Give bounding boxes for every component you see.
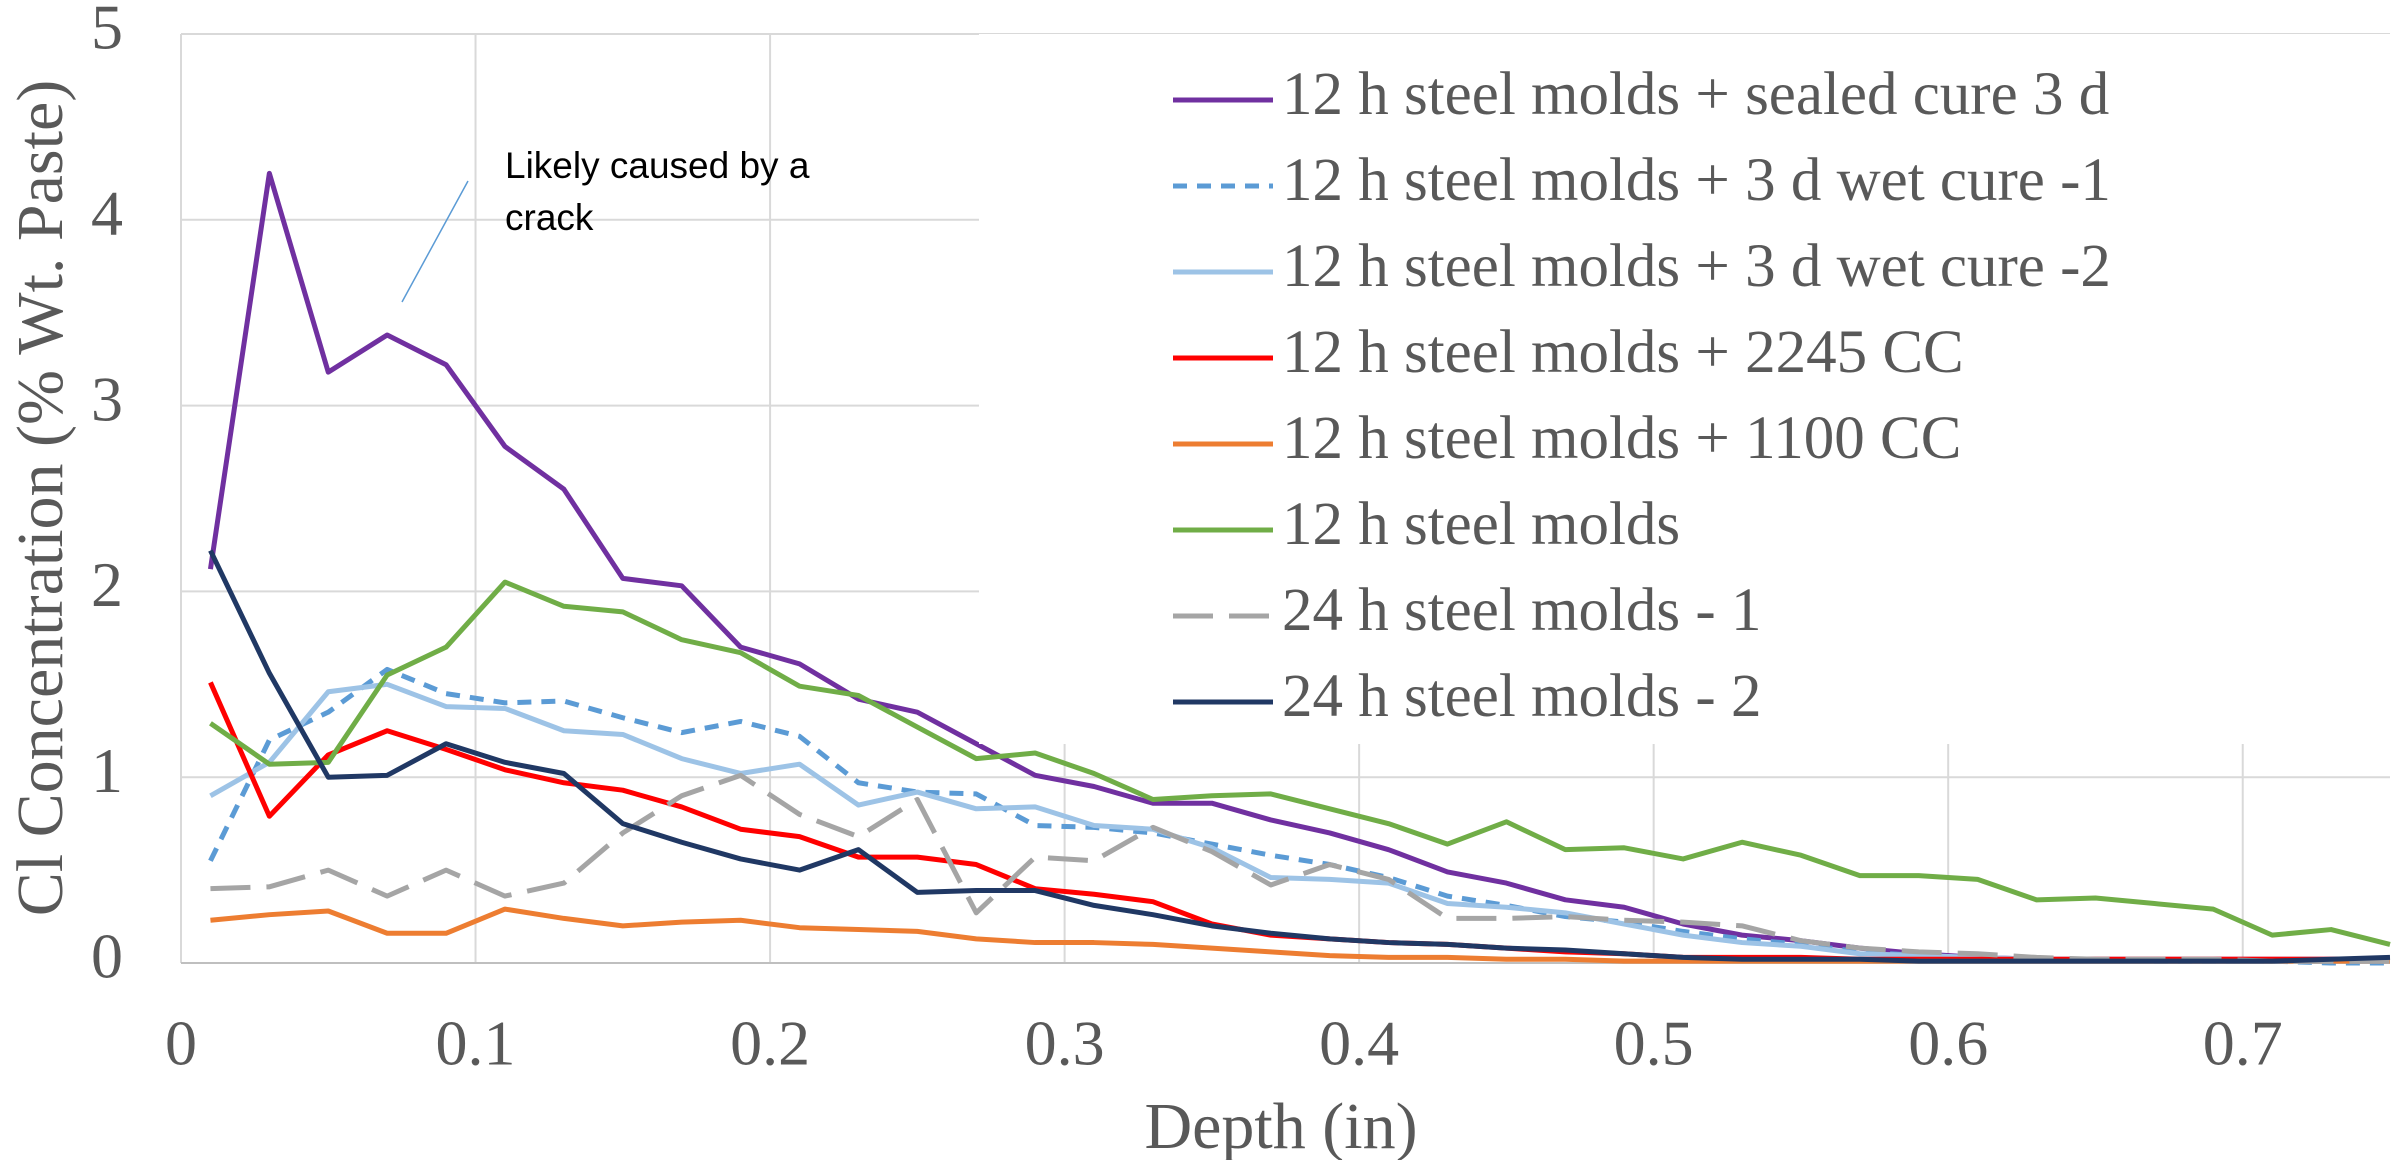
series-line — [208, 549, 2391, 964]
x-tick-label: 0.7 — [2203, 1008, 2283, 1079]
y-axis-label: Cl Concentration (% Wt. Paste) — [4, 80, 77, 916]
annotation: Likely caused by a crack — [505, 145, 810, 238]
legend-label: 12 h steel molds — [1282, 491, 1680, 558]
x-tick-label: 0.3 — [1025, 1008, 1105, 1079]
x-tick-label: 0.4 — [1319, 1008, 1399, 1079]
legend-label: 12 h steel molds + 1100 CC — [1282, 405, 1961, 472]
x-tick-label: 0.6 — [1908, 1008, 1988, 1079]
legend-label: 24 h steel molds - 1 — [1282, 577, 1761, 644]
x-tick-label: 0 — [165, 1008, 197, 1079]
x-tick-label: 0.5 — [1614, 1008, 1694, 1079]
x-tick-label: 0.1 — [436, 1008, 516, 1079]
legend-label: 12 h steel molds + 3 d wet cure -2 — [1282, 233, 2111, 300]
annotation-box: Likely caused by a crack — [505, 145, 810, 238]
legend-label: 12 h steel molds + 2245 CC — [1282, 319, 1964, 386]
series-line — [209, 579, 2391, 947]
y-tick-label: 3 — [91, 363, 123, 434]
y-tick-label: 2 — [91, 549, 123, 620]
y-tick-label: 5 — [91, 0, 123, 63]
x-axis-label: Depth (in) — [1144, 1090, 1417, 1160]
plot — [207, 170, 2391, 966]
y-tick-label: 1 — [91, 735, 123, 806]
series-line — [210, 772, 2390, 964]
x-tick-label: 0.2 — [730, 1008, 810, 1079]
legend-box — [979, 34, 2390, 744]
y-tick-label: 4 — [91, 177, 123, 248]
series-line — [208, 666, 2390, 966]
legend: 12 h steel molds + sealed cure 3 d 12 h s… — [1173, 61, 2111, 730]
legend-label: 24 h steel molds - 2 — [1282, 663, 1761, 730]
legend-label: 12 h steel molds + 3 d wet cure -1 — [1282, 147, 2111, 214]
y-tick-label: 0 — [91, 921, 123, 992]
legend-label: 12 h steel molds + sealed cure 3 d — [1282, 61, 2109, 128]
annotation-leader — [401, 180, 469, 303]
